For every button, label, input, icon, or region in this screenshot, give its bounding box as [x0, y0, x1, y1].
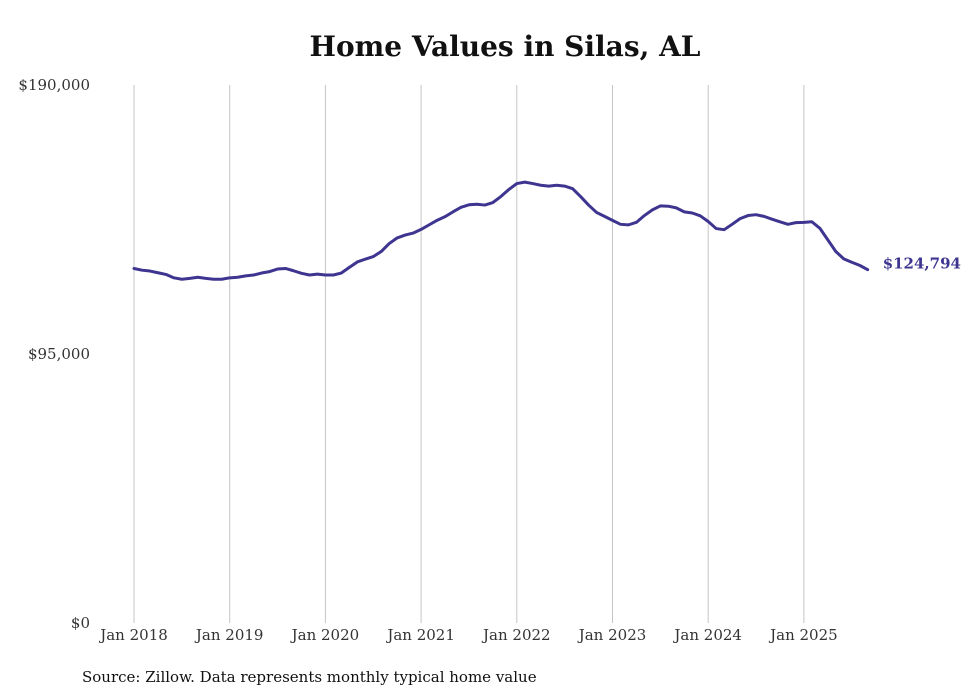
- y-axis: $0 $95,000 $190,000: [18, 76, 90, 632]
- x-tick-label: Jan 2020: [290, 626, 360, 644]
- y-tick-label: $95,000: [28, 345, 90, 363]
- x-axis: Jan 2018 Jan 2019 Jan 2020 Jan 2021 Jan 2022…: [98, 626, 837, 644]
- x-tick-label: Jan 2023: [577, 626, 647, 644]
- source-note: Source: Zillow. Data represents monthly …: [82, 668, 537, 686]
- series-layer: [132, 180, 870, 281]
- x-tick-label: Jan 2024: [672, 626, 742, 644]
- x-tick-label: Jan 2018: [98, 626, 168, 644]
- end-value-label: $124,794: [883, 255, 961, 273]
- series-line: [132, 180, 870, 281]
- x-tick-label: Jan 2025: [768, 626, 838, 644]
- x-tick-label: Jan 2022: [481, 626, 551, 644]
- x-tick-label: Jan 2021: [385, 626, 455, 644]
- gridlines: [133, 85, 805, 623]
- y-tick-label: $0: [71, 614, 90, 632]
- chart-title: Home Values in Silas, AL: [309, 30, 701, 63]
- x-tick-label: Jan 2019: [194, 626, 264, 644]
- y-tick-label: $190,000: [18, 76, 90, 94]
